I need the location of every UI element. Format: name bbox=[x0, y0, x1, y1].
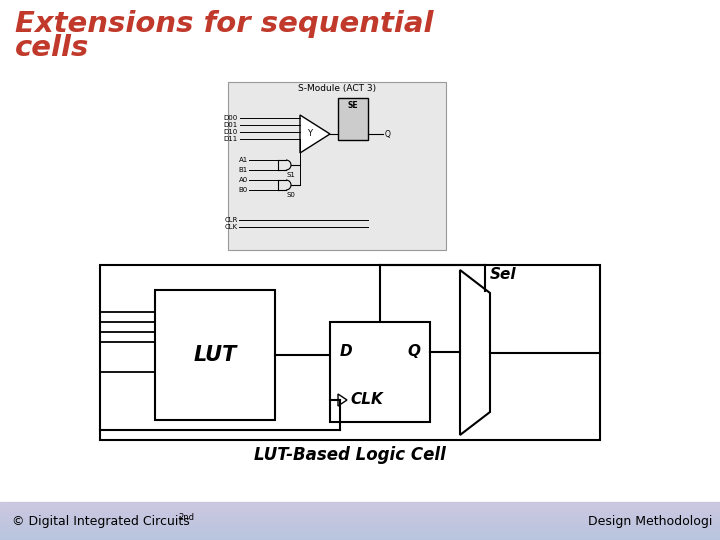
Bar bbox=[0, 513, 720, 514]
Text: A1: A1 bbox=[239, 157, 248, 163]
Bar bbox=[0, 506, 720, 507]
Bar bbox=[0, 525, 720, 526]
Bar bbox=[0, 536, 720, 537]
Text: CLK: CLK bbox=[350, 393, 383, 408]
Text: D01: D01 bbox=[224, 122, 238, 128]
Bar bbox=[0, 502, 720, 503]
Text: Q: Q bbox=[385, 130, 391, 138]
Bar bbox=[0, 510, 720, 511]
Text: Q: Q bbox=[407, 345, 420, 360]
Bar bbox=[330, 322, 430, 422]
Text: 2nd: 2nd bbox=[178, 512, 194, 522]
Bar bbox=[0, 505, 720, 506]
Bar bbox=[0, 531, 720, 532]
Bar bbox=[0, 535, 720, 536]
Text: S-Module (ACT 3): S-Module (ACT 3) bbox=[298, 84, 376, 93]
Bar bbox=[0, 521, 720, 522]
Bar bbox=[0, 515, 720, 516]
Bar bbox=[155, 290, 275, 420]
Text: Design Methodologi: Design Methodologi bbox=[588, 515, 712, 528]
Bar bbox=[0, 527, 720, 528]
Bar bbox=[228, 82, 446, 250]
Bar bbox=[0, 532, 720, 533]
Text: © Digital Integrated Circuits: © Digital Integrated Circuits bbox=[12, 515, 190, 528]
Bar bbox=[0, 518, 720, 519]
Text: D00: D00 bbox=[224, 115, 238, 121]
Bar bbox=[0, 530, 720, 531]
Text: S0: S0 bbox=[287, 192, 295, 198]
Bar bbox=[100, 265, 600, 440]
Bar bbox=[0, 520, 720, 521]
Text: B1: B1 bbox=[239, 167, 248, 173]
Text: Y: Y bbox=[307, 130, 312, 138]
Text: A0: A0 bbox=[239, 177, 248, 183]
Bar bbox=[0, 503, 720, 504]
Text: Sel: Sel bbox=[490, 267, 517, 282]
Bar bbox=[0, 507, 720, 508]
Bar bbox=[0, 516, 720, 517]
Bar bbox=[0, 526, 720, 527]
Bar bbox=[0, 528, 720, 529]
Bar bbox=[0, 524, 720, 525]
Text: cells: cells bbox=[15, 34, 89, 62]
Bar bbox=[0, 537, 720, 538]
Bar bbox=[0, 523, 720, 524]
Polygon shape bbox=[300, 115, 330, 153]
Bar bbox=[0, 514, 720, 515]
Bar bbox=[0, 529, 720, 530]
Bar bbox=[0, 533, 720, 534]
Text: D: D bbox=[340, 345, 353, 360]
Bar bbox=[0, 538, 720, 539]
Bar bbox=[338, 98, 368, 140]
Bar bbox=[0, 508, 720, 509]
Bar bbox=[0, 522, 720, 523]
Text: D11: D11 bbox=[224, 136, 238, 142]
Text: CLK: CLK bbox=[225, 224, 238, 230]
Text: LUT: LUT bbox=[193, 345, 237, 365]
Text: SE: SE bbox=[348, 100, 359, 110]
Text: Extensions for sequential: Extensions for sequential bbox=[15, 10, 433, 38]
Bar bbox=[0, 539, 720, 540]
Text: D10: D10 bbox=[224, 129, 238, 135]
Text: B0: B0 bbox=[239, 187, 248, 193]
Text: CLR: CLR bbox=[225, 217, 238, 223]
Bar bbox=[0, 511, 720, 512]
Bar bbox=[0, 512, 720, 513]
Bar bbox=[0, 517, 720, 518]
Text: S1: S1 bbox=[287, 172, 295, 178]
Bar bbox=[0, 504, 720, 505]
Text: LUT-Based Logic Cell: LUT-Based Logic Cell bbox=[254, 446, 446, 464]
Bar bbox=[0, 519, 720, 520]
Bar bbox=[0, 534, 720, 535]
Bar bbox=[0, 509, 720, 510]
